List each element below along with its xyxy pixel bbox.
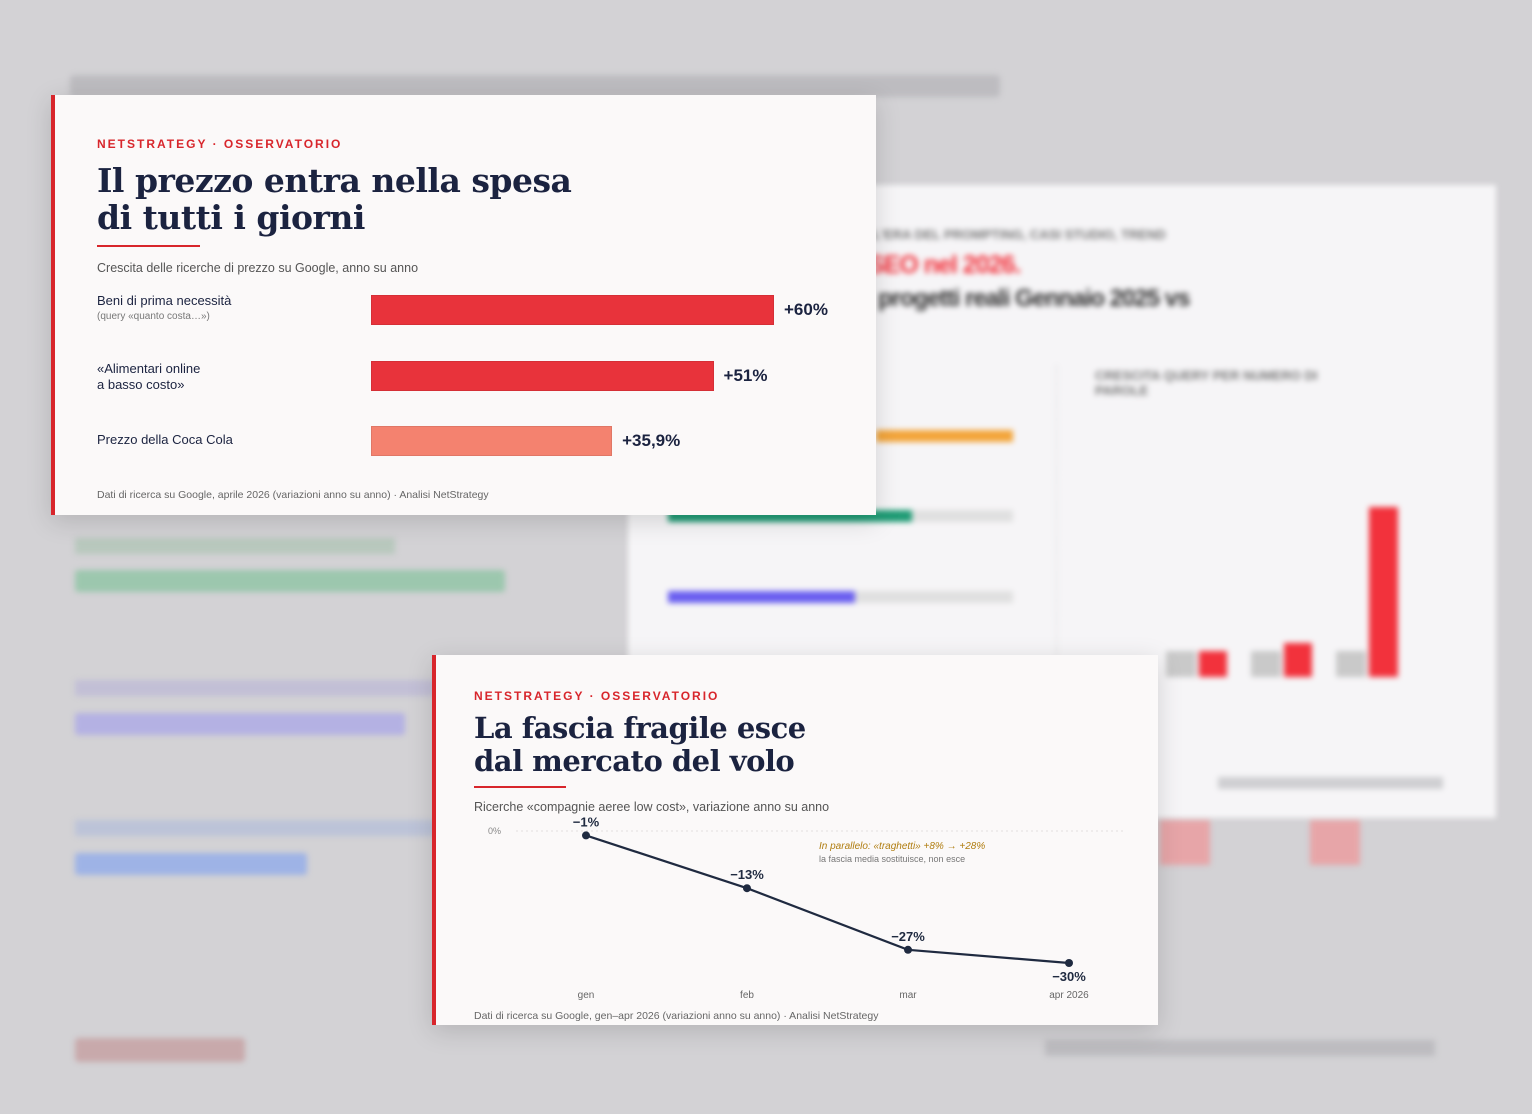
bg-bar [75, 853, 307, 875]
value-label: −30% [1052, 969, 1086, 984]
title-line: Il prezzo entra nella spesa [97, 161, 572, 200]
title-line: dal mercato del volo [474, 744, 795, 778]
x-tick-label: feb [740, 990, 754, 1001]
bar [371, 361, 714, 391]
category-label: Beni di prima necessità [97, 293, 232, 308]
value-label: +60% [784, 300, 828, 319]
bg-bar [876, 430, 1013, 442]
subtitle: Crescita delle ricerche di prezzo su Goo… [97, 261, 419, 275]
x-tick-label: mar [899, 990, 917, 1001]
bg-kicker: L'ERA DEL PROMPTING, CASI STUDIO, TREND [873, 227, 1166, 242]
title-rule [474, 786, 566, 788]
bg-bar [1284, 643, 1312, 677]
bar [371, 295, 774, 325]
subtitle: Ricerche «compagnie aeree low cost», var… [474, 800, 830, 814]
bg-footer [1218, 777, 1443, 789]
bg-title: progetti reali Gennaio 2025 vs [878, 285, 1190, 312]
bg-divider [1056, 365, 1058, 655]
bg-line [75, 680, 435, 696]
bg-bar [1160, 820, 1210, 865]
bg-bar [1166, 651, 1196, 677]
value-label: +51% [723, 366, 768, 385]
bg-bar [668, 591, 855, 603]
bg-bar [1369, 507, 1398, 677]
point [904, 945, 912, 954]
bg-bar [1251, 651, 1281, 677]
bg-line [75, 820, 455, 836]
line-card: NETSTRATEGY · OSSERVATORIO La fascia frag… [432, 655, 1158, 1025]
annotation-note: la fascia media sostituisce, non esce [819, 854, 965, 864]
bar [371, 426, 613, 456]
category-label: Prezzo della Coca Cola [97, 432, 233, 447]
bg-heading [70, 75, 1000, 97]
bg-bar [75, 570, 505, 592]
title-line: La fascia fragile esce [474, 711, 806, 745]
bg-bar [75, 713, 405, 735]
bg-chart-title: CRESCITA QUERY PER NUMERO DI PAROLE [1095, 368, 1318, 398]
bg-logo [75, 1038, 245, 1062]
title-line: di tutti i giorni [97, 198, 365, 237]
value-label: −27% [891, 929, 925, 944]
bg-bar [1199, 651, 1227, 677]
point [743, 884, 751, 893]
x-tick-label: gen [578, 990, 595, 1001]
value-label: −1% [573, 814, 600, 829]
line-chart: 0% −1% gen −13% feb −27% mar −30% apr 2026 In par… [488, 814, 1126, 1001]
source: Dati di ricerca su Google, gen–apr 2026 … [474, 1010, 879, 1022]
bg-footer [1045, 1040, 1435, 1056]
source: Dati di ricerca su Google, aprile 2026 (… [97, 489, 489, 501]
bar-card: NETSTRATEGY · OSSERVATORIO Il prezzo entr… [51, 95, 876, 515]
category-label: «Alimentari online a basso costo» [97, 361, 201, 392]
y-tick-label: 0% [488, 826, 501, 836]
kicker: NETSTRATEGY · OSSERVATORIO [97, 137, 343, 151]
bg-line [75, 538, 395, 554]
bg-bar [1310, 820, 1360, 865]
annotation: In parallelo: «traghetti» +8% → +28% [819, 841, 985, 852]
bg-bar [1336, 651, 1366, 677]
value-label: −13% [730, 867, 764, 882]
point [582, 831, 590, 840]
bg-title-red: SEO nel 2026. [868, 251, 1021, 279]
title-rule [97, 245, 200, 247]
point [1065, 959, 1073, 967]
x-tick-label: apr 2026 [1049, 990, 1089, 1001]
value-label: +35,9% [622, 431, 681, 450]
category-note: (query «quanto costa…») [97, 311, 210, 322]
line [585, 834, 1070, 965]
kicker: NETSTRATEGY · OSSERVATORIO [474, 689, 720, 703]
